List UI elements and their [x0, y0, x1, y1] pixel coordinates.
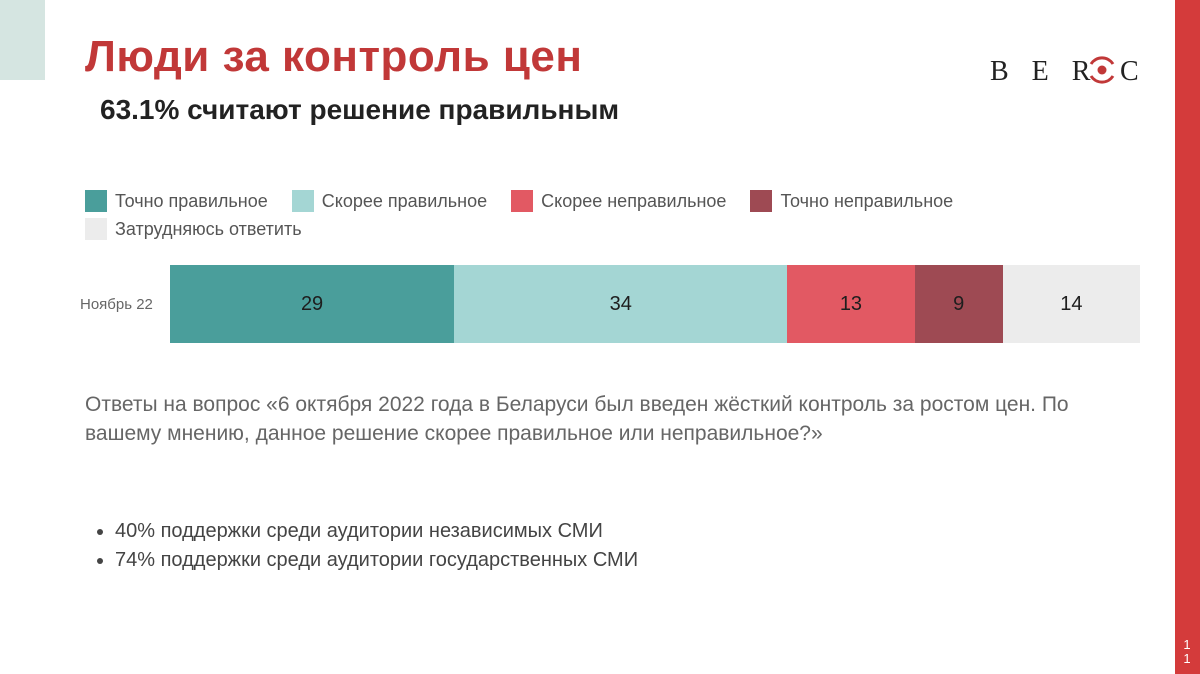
stacked-bar-chart: Ноябрь 22 293413914 [80, 265, 1140, 343]
list-item: 40% поддержки среди аудитории независимы… [115, 520, 1040, 543]
slide: 1 1 B E R C Люди за контроль цен 63.1% с… [0, 0, 1200, 674]
chart-segment: 14 [1003, 265, 1140, 343]
legend-label: Точно неправильное [780, 191, 953, 212]
chart-segment: 9 [915, 265, 1003, 343]
legend-swatch [511, 190, 533, 212]
legend-item: Точно правильное [85, 190, 268, 212]
chart-segment: 29 [170, 265, 454, 343]
list-item: 74% поддержки среди аудитории государств… [115, 549, 1040, 572]
deco-top-left [0, 0, 45, 80]
svg-text:B E R: B E R [990, 56, 1098, 87]
legend-label: Точно правильное [115, 191, 268, 212]
legend-label: Скорее неправильное [541, 191, 726, 212]
page-number-line1: 1 [1180, 638, 1194, 652]
page-subtitle: 63.1% считают решение правильным [100, 94, 619, 126]
legend-label: Скорее правильное [322, 191, 487, 212]
chart-segment: 34 [454, 265, 787, 343]
legend-swatch [85, 190, 107, 212]
deco-right [1175, 0, 1200, 674]
chart-row-label: Ноябрь 22 [80, 296, 150, 313]
page-title: Люди за контроль цен [85, 32, 582, 82]
chart-segment: 13 [787, 265, 914, 343]
chart-legend: Точно правильное Скорее правильное Скорее … [85, 190, 1040, 240]
chart-bar: 293413914 [170, 265, 1140, 343]
legend-item: Скорее неправильное [511, 190, 726, 212]
logo: B E R C [990, 50, 1150, 99]
svg-text:C: C [1120, 56, 1147, 87]
question-text: Ответы на вопрос «6 октября 2022 года в … [85, 390, 1080, 449]
page-number-line2: 1 [1180, 652, 1194, 666]
legend-swatch [292, 190, 314, 212]
legend-item: Скорее правильное [292, 190, 487, 212]
bullet-list: 40% поддержки среди аудитории независимы… [115, 520, 1040, 578]
legend-item: Затрудняюсь ответить [85, 218, 302, 240]
legend-label: Затрудняюсь ответить [115, 219, 302, 240]
page-number: 1 1 [1180, 638, 1194, 666]
legend-swatch [750, 190, 772, 212]
legend-swatch [85, 218, 107, 240]
beroc-logo-icon: B E R C [990, 50, 1150, 94]
legend-item: Точно неправильное [750, 190, 953, 212]
